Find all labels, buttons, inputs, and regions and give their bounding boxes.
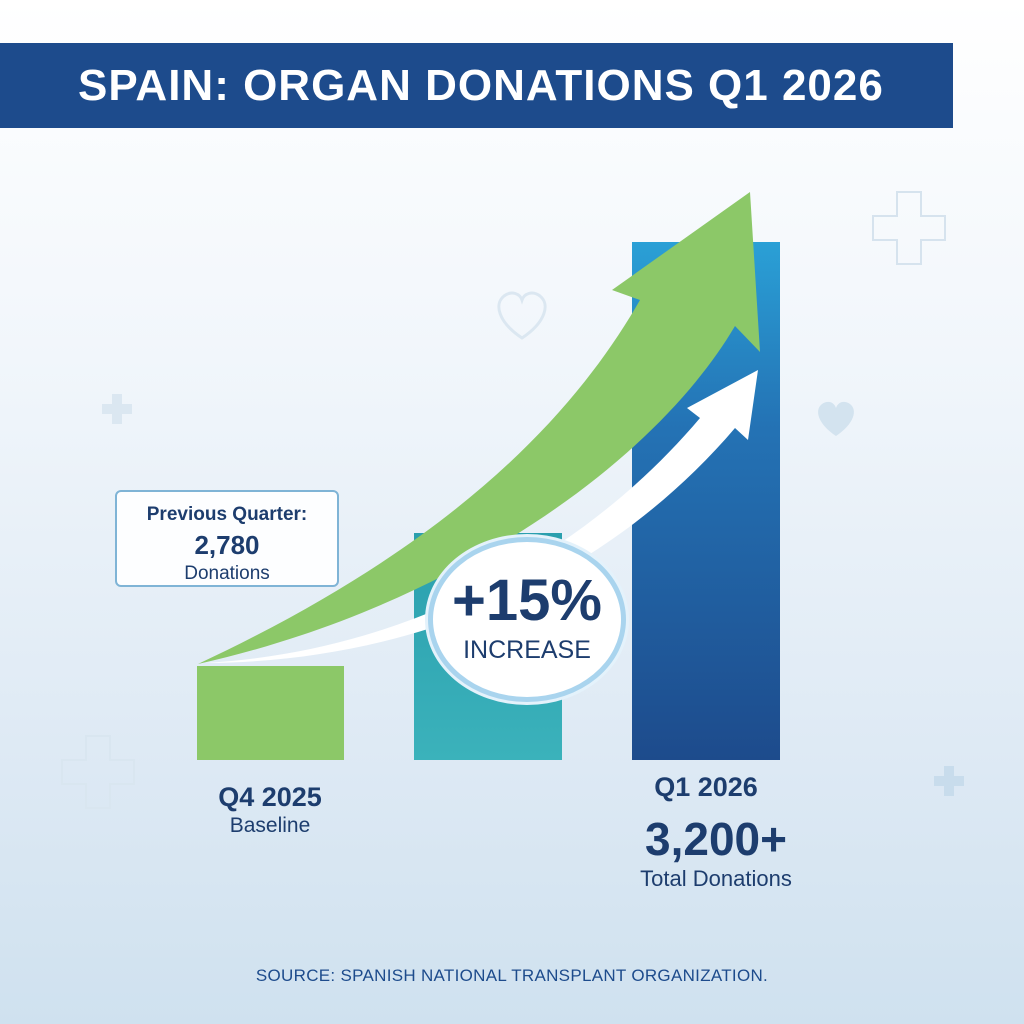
q1-total-value: 3,200+: [645, 813, 787, 865]
q4-note-label: Baseline: [229, 814, 311, 837]
medical-cross-icon: [102, 394, 132, 424]
increase-percent: +15%: [452, 568, 602, 633]
heart-icon: [818, 401, 854, 436]
title-banner: [0, 43, 953, 128]
heart-icon: [497, 291, 547, 340]
callout-value: 2,780: [194, 530, 260, 560]
q4-category-label: Q4 2025: [218, 782, 322, 812]
bar-q4-2025: [197, 666, 344, 760]
source-note: SOURCE: SPANISH NATIONAL TRANSPLANT ORGA…: [255, 966, 769, 985]
medical-cross-icon: [872, 191, 946, 265]
previous-quarter-callout: Previous Quarter: 2,780 Donations: [115, 490, 339, 587]
chart-title: SPAIN: ORGAN DONATIONS Q1 2026: [78, 61, 884, 110]
q1-note-label: Total Donations: [640, 866, 792, 891]
bar-q1-2026: [632, 242, 780, 760]
q1-category-label: Q1 2026: [654, 772, 758, 802]
increase-badge: +15% INCREASE: [428, 537, 626, 702]
callout-heading: Previous Quarter:: [146, 504, 308, 525]
medical-cross-icon: [934, 766, 964, 796]
medical-cross-icon: [61, 735, 135, 809]
increase-label: INCREASE: [463, 636, 591, 664]
callout-unit: Donations: [184, 563, 270, 584]
